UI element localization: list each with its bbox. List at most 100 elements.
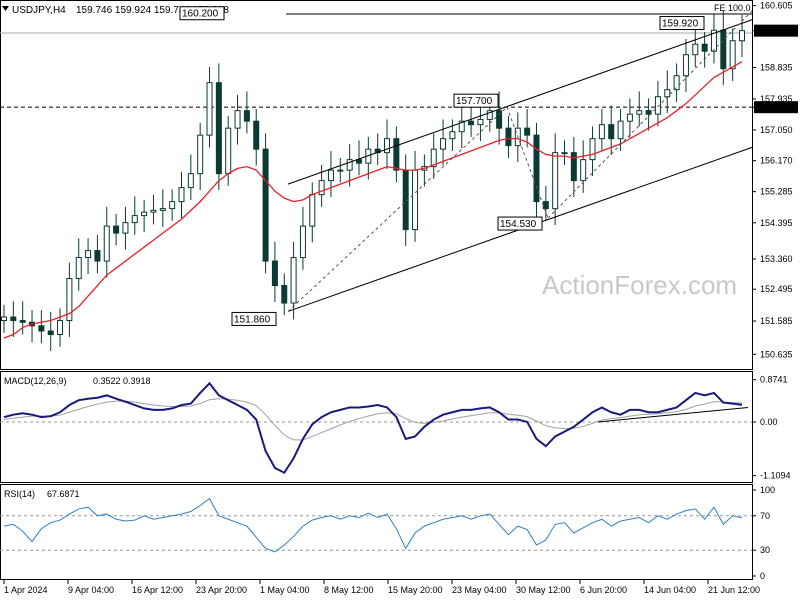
macd-tick-label: 0.8741	[760, 375, 788, 385]
price-tick-label: 151.585	[760, 316, 793, 326]
candle-body	[75, 257, 82, 280]
candle-body	[271, 260, 278, 287]
candle-body	[617, 120, 624, 140]
macd-trendline	[597, 406, 749, 423]
triangle-down-icon	[2, 6, 9, 11]
macd-panel[interactable]	[0, 371, 753, 483]
candle-body	[449, 131, 456, 140]
candle-body	[243, 110, 250, 122]
price-tick-label: 153.360	[760, 254, 793, 264]
fe-label: FE 100.0	[714, 3, 751, 13]
candle-body	[113, 225, 120, 234]
price-annotation: 160.200	[182, 9, 219, 20]
candle-body	[496, 110, 503, 129]
candle-body	[57, 320, 64, 336]
candle-body	[393, 138, 400, 171]
current-price-tag	[754, 24, 798, 37]
candle-body	[131, 215, 138, 224]
candle-body	[318, 180, 325, 196]
candle-body	[150, 209, 157, 213]
candle-body	[355, 159, 362, 164]
macd-title: MACD(12,26,9)	[4, 376, 67, 386]
x-tick-label: 9 Apr 04:00	[68, 585, 114, 595]
candle-body	[692, 43, 699, 56]
rsi-title: RSI(14)	[4, 489, 35, 499]
candle-body	[122, 222, 129, 234]
x-tick-label: 30 May 12:00	[516, 585, 571, 595]
candle-body	[290, 257, 297, 304]
candle-body	[486, 110, 493, 120]
candle-body	[38, 325, 45, 332]
candle-body	[1, 316, 7, 322]
candle-body	[187, 173, 194, 189]
candle-body	[710, 29, 717, 52]
candle-body	[206, 82, 213, 136]
candle-body	[225, 127, 232, 175]
projection-line	[506, 107, 549, 219]
candle-body	[664, 89, 671, 98]
candle-body	[430, 148, 437, 168]
candle-body	[505, 127, 512, 147]
candle-body	[215, 82, 222, 175]
price-tick-label: 154.395	[760, 218, 793, 228]
candle-body	[440, 138, 447, 150]
candle-body	[197, 134, 204, 175]
candle-body	[178, 187, 185, 203]
price-tick-label: 157.935	[760, 94, 793, 104]
candle-body	[47, 330, 54, 336]
rsi-tick-label: 70	[760, 511, 770, 521]
candle-body	[701, 43, 708, 52]
candle-body	[673, 75, 680, 91]
ohlc-label: 159.746 159.924 159.744 159.888	[76, 5, 229, 16]
level-price-label: 157.700	[757, 103, 790, 113]
x-tick-label: 23 May 04:00	[452, 585, 507, 595]
candle-body	[720, 29, 727, 70]
price-tick-label: 158.835	[760, 62, 793, 72]
candle-body	[608, 124, 615, 140]
candle-body	[19, 320, 26, 323]
candle-body	[570, 152, 577, 182]
price-header: USDJPY,H4 159.746 159.924 159.744 159.88…	[2, 5, 229, 16]
candle-body	[552, 152, 559, 210]
price-annotation-box	[231, 311, 277, 326]
x-tick-label: 1 May 04:00	[260, 585, 310, 595]
rsi-tick-label: 0	[760, 571, 765, 581]
candle-body	[337, 169, 344, 172]
x-tick-label: 14 Jun 04:00	[644, 585, 696, 595]
current-price-label: 159.888	[757, 27, 790, 37]
candle-body	[561, 152, 568, 155]
candle-body	[682, 54, 689, 77]
candle-body	[85, 250, 92, 259]
candle-body	[524, 127, 531, 136]
price-annotation: 159.920	[662, 19, 699, 30]
candle-body	[468, 120, 475, 126]
channel-upper-line	[287, 19, 753, 185]
candle-body	[580, 159, 587, 182]
candle-body	[477, 118, 484, 126]
candle-body	[598, 124, 605, 140]
macd-tick-label: 0.00	[760, 417, 778, 427]
candle-body	[262, 148, 269, 262]
candle-body	[533, 134, 540, 203]
moving-average-line	[3, 61, 743, 339]
price-panel[interactable]	[0, 0, 753, 370]
rsi-panel[interactable]	[0, 484, 753, 580]
price-annotation-box	[179, 6, 225, 21]
macd-line	[3, 381, 743, 475]
candle-body	[654, 96, 661, 115]
x-tick-label: 23 Apr 20:00	[196, 585, 247, 595]
candle-body	[739, 30, 745, 42]
macd-values: 0.3522 0.3918	[93, 376, 151, 386]
price-tick-label: 157.050	[760, 125, 793, 135]
projection-line	[287, 106, 508, 312]
candle-body	[346, 159, 353, 171]
price-annotation-box	[497, 216, 543, 231]
candle-body	[458, 120, 465, 133]
x-tick-label: 16 Apr 12:00	[132, 585, 183, 595]
price-annotation: 154.530	[500, 219, 537, 230]
candle-body	[281, 285, 288, 304]
rsi-values: 67.6871	[47, 489, 80, 499]
rsi-tick-label: 100	[760, 485, 775, 495]
price-tick-label: 155.285	[760, 187, 793, 197]
